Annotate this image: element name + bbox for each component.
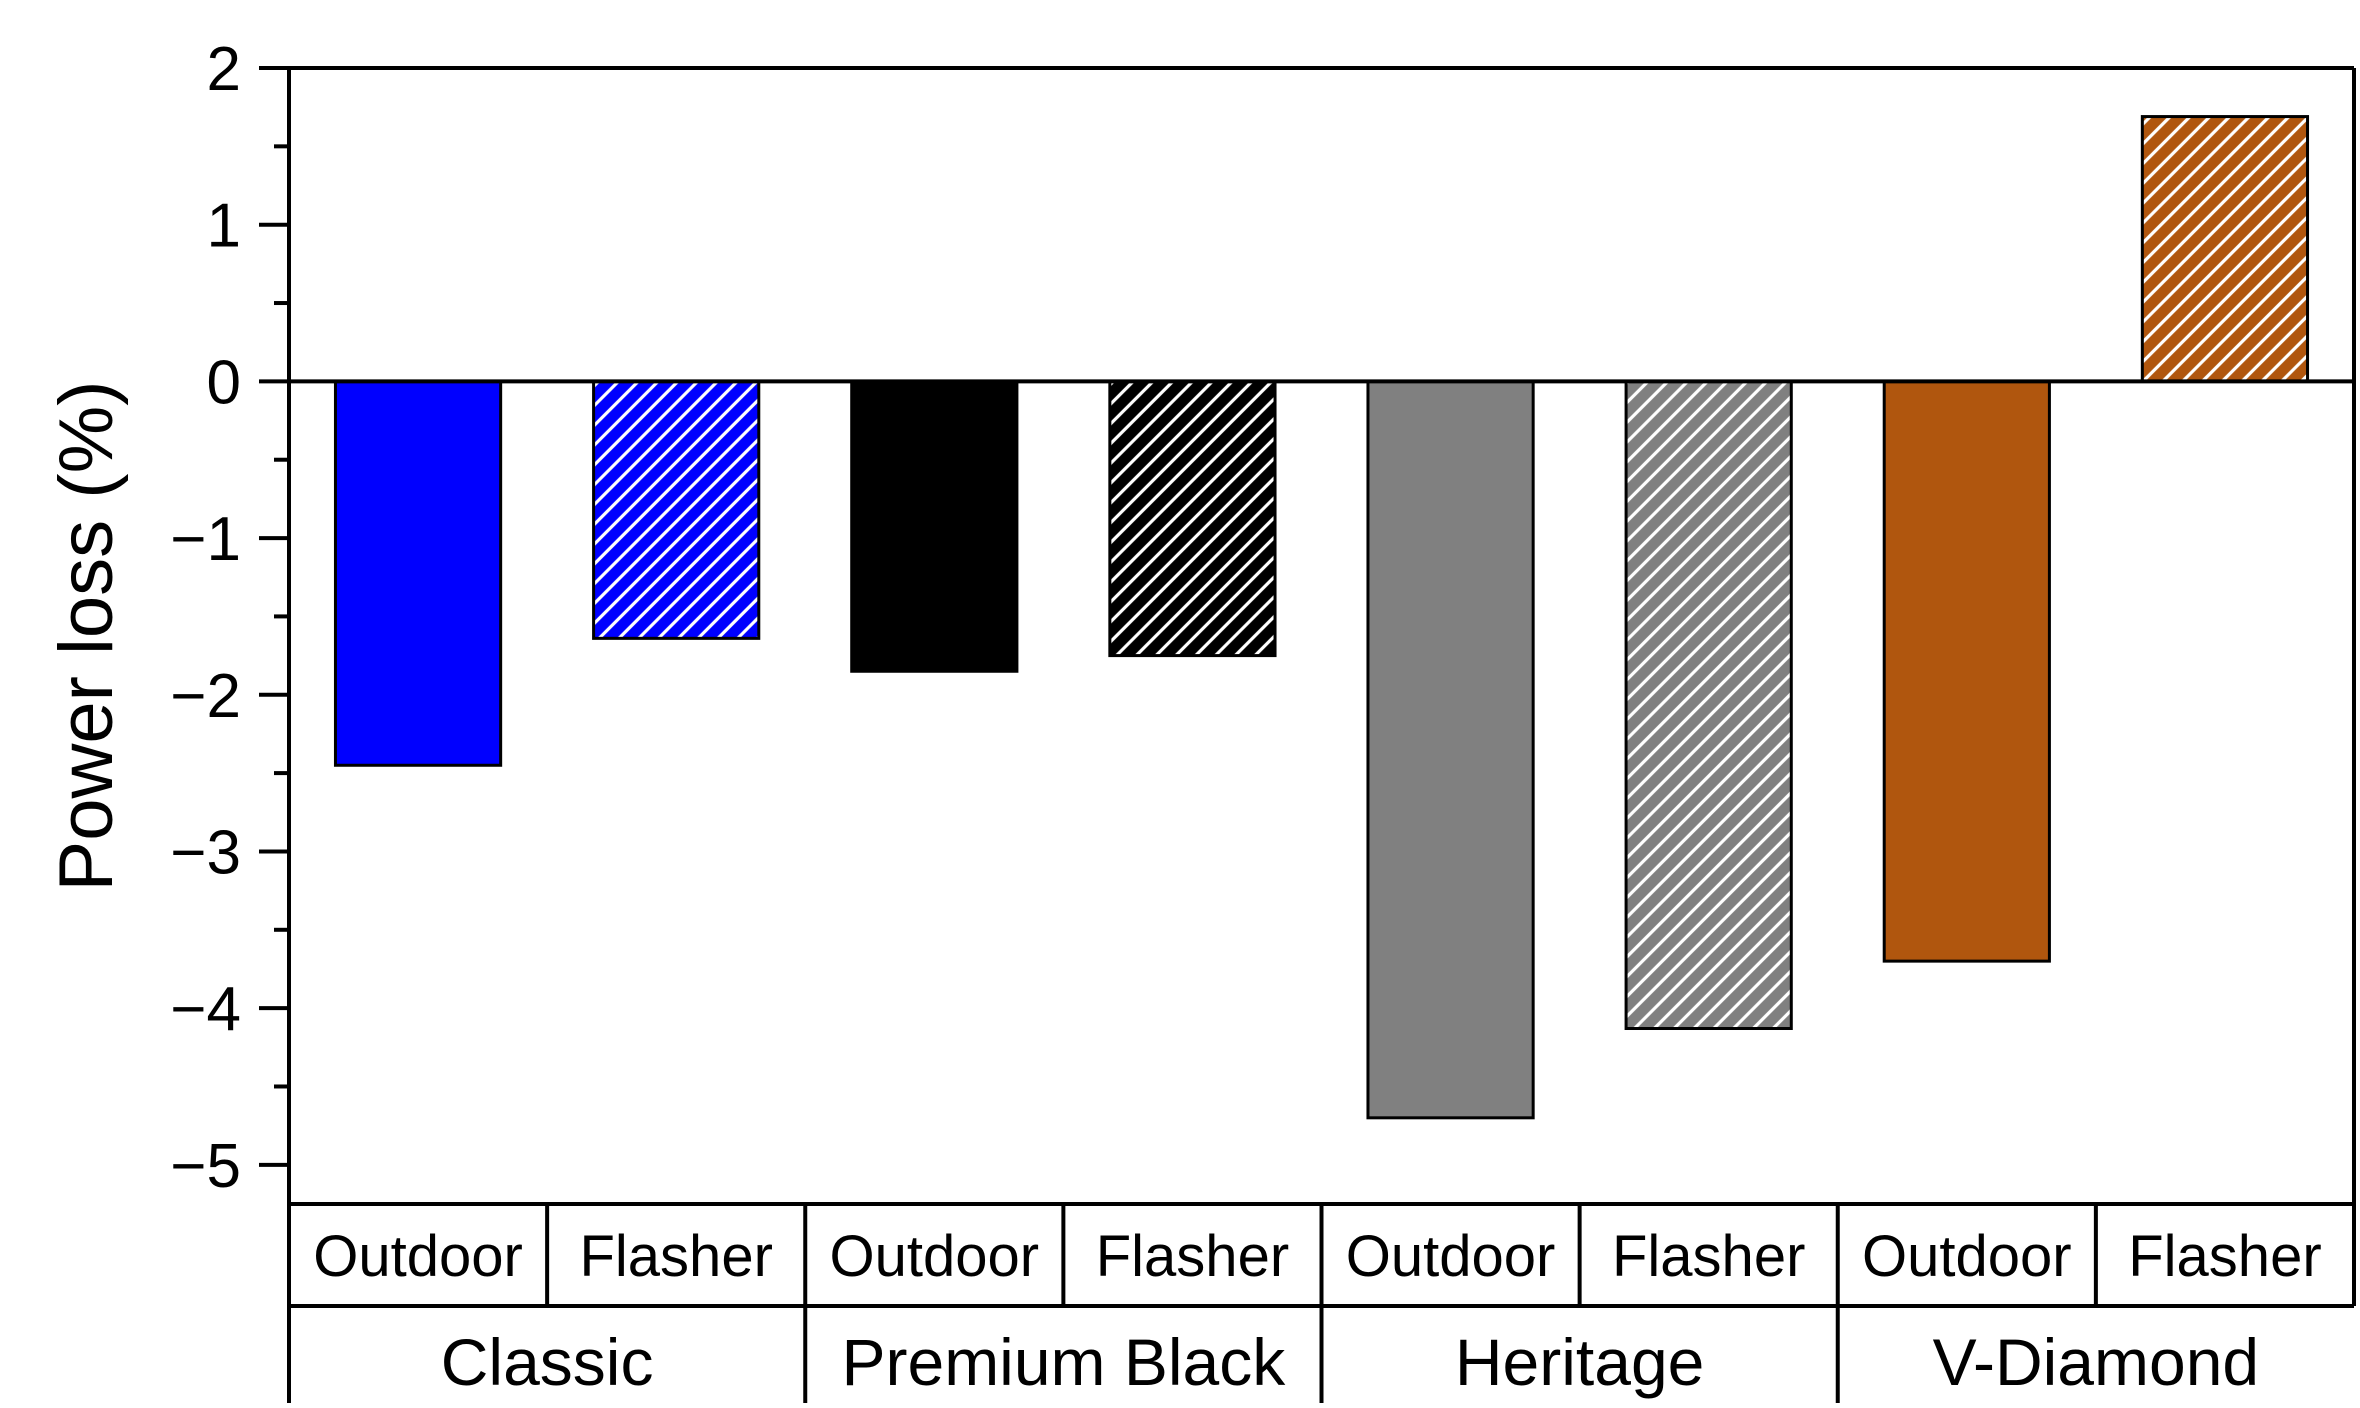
y-tick-label: −4 (170, 975, 241, 1044)
y-tick-label: −2 (170, 662, 241, 731)
bar-heritage-outdoor (1366, 379, 1535, 1120)
group-label: Classic (441, 1325, 654, 1399)
bar-premium-black-flasher (1108, 379, 1277, 658)
y-tick-label: 0 (207, 348, 241, 417)
category-label: Flasher (1612, 1224, 1805, 1289)
category-label: Outdoor (1346, 1224, 1556, 1289)
y-tick-label: 1 (207, 192, 241, 261)
group-label: Premium Black (841, 1325, 1286, 1399)
category-label: Flasher (1096, 1224, 1289, 1289)
axes-layer (259, 66, 2356, 1403)
category-label: Outdoor (313, 1224, 523, 1289)
labels-layer: 2 1 0 −1 −2 −3 −4 −5 Outdoor Flasher Classic Outdoo… (170, 35, 2321, 1399)
bar-heritage-flasher (1624, 379, 1793, 1031)
category-label: Outdoor (830, 1224, 1040, 1289)
bar-classic-flasher (592, 379, 761, 640)
bar-classic-outdoor (333, 379, 503, 767)
y-tick-label: −1 (170, 505, 241, 574)
y-tick-label: −5 (170, 1132, 241, 1201)
bar-v-diamond-flasher (2140, 115, 2310, 383)
category-label: Flasher (579, 1224, 772, 1289)
group-label: V-Diamond (1933, 1325, 2260, 1399)
bars-layer (333, 115, 2310, 1120)
category-label: Outdoor (1862, 1224, 2072, 1289)
y-tick-label: 2 (207, 35, 241, 104)
y-tick-label: −3 (170, 818, 241, 887)
group-label: Heritage (1455, 1325, 1704, 1399)
bar-premium-black-outdoor (850, 379, 1019, 673)
category-label: Flasher (2128, 1224, 2321, 1289)
bar-v-diamond-outdoor (1882, 379, 2051, 963)
y-axis-title: Power loss (%) (44, 381, 129, 892)
